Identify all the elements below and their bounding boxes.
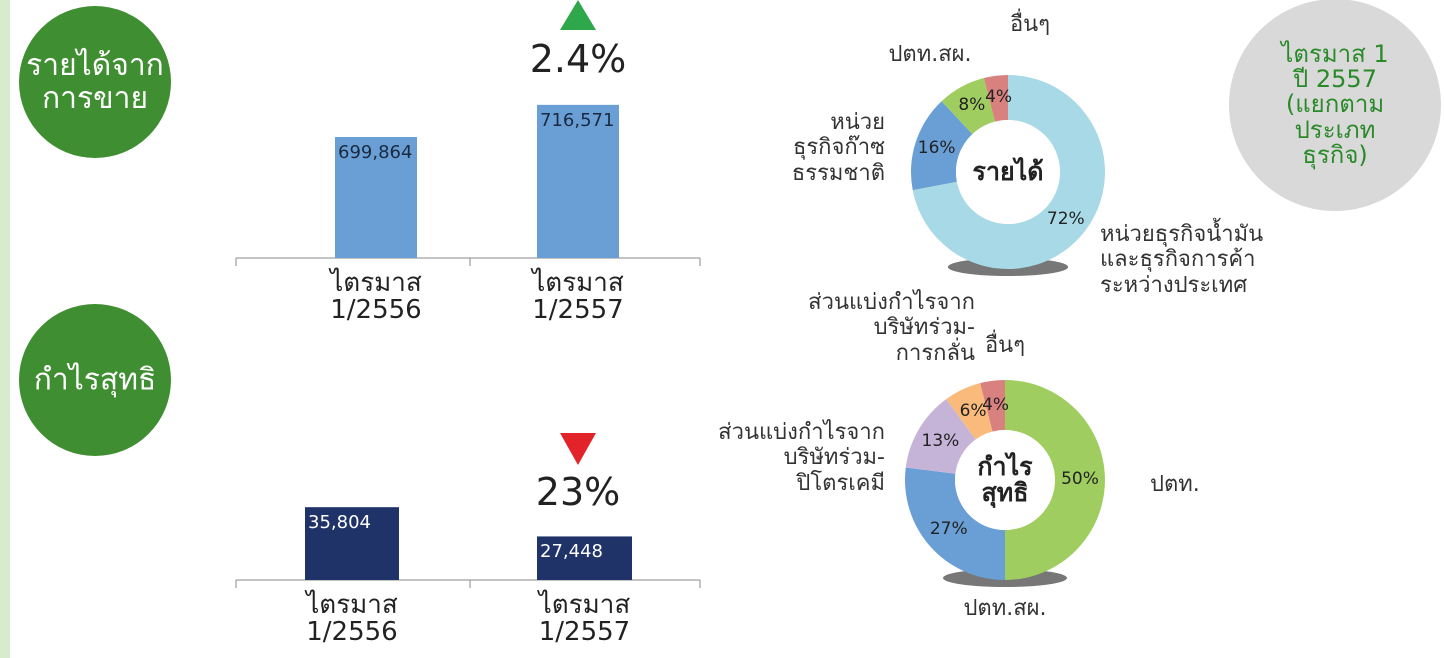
donut-slice: [1005, 380, 1105, 580]
slice-name: อื่นๆ: [984, 333, 1026, 358]
change-label: 23%: [535, 470, 621, 515]
value-label: 72%: [1046, 209, 1085, 230]
slice-name: หน่วยธุรกิจน้ำมัน และธุรกิจการค้า ระหว่า…: [1100, 222, 1264, 298]
value-label: 35,804: [308, 512, 371, 534]
slice-name: ปตท.สผ.: [888, 42, 972, 67]
donut-slice: [910, 101, 973, 191]
donut-slice: [904, 467, 1005, 580]
value-label: 27,448: [540, 541, 603, 563]
side-stripe: [0, 0, 10, 658]
donut-hole: [955, 430, 1055, 530]
bar: [537, 104, 619, 258]
category-label: ไตรมาส 1/2557: [532, 268, 624, 326]
value-label: 16%: [917, 138, 956, 159]
slice-name: ปตท.สผ.: [963, 596, 1047, 621]
value-label: 4%: [982, 394, 1010, 415]
value-label: 8%: [958, 95, 986, 116]
value-label: 13%: [921, 431, 960, 452]
donut-hole: [956, 120, 1060, 224]
value-label: 4%: [985, 86, 1013, 107]
donut-slice: [941, 78, 996, 135]
title-circle: [19, 304, 171, 456]
slice-name: อื่นๆ: [1009, 12, 1051, 37]
slice-name: ส่วนแบ่งกำไรจาก บริษัทร่วม- ปิโตรเคมี: [718, 420, 885, 496]
change-arrow: [560, 0, 596, 30]
section-title: กำไรสุทธิ: [33, 362, 157, 398]
category-label: ไตรมาส 1/2557: [538, 590, 631, 648]
bar: [305, 507, 399, 580]
donut-slice: [912, 75, 1105, 269]
change-label: 2.4%: [529, 37, 627, 82]
bar: [537, 536, 632, 580]
bar: [335, 137, 417, 258]
title-circle: [19, 6, 171, 158]
category-label: ไตรมาส 1/2556: [306, 590, 398, 648]
value-label: 699,864: [338, 142, 413, 163]
donut-slice: [980, 380, 1005, 432]
change-arrow: [560, 433, 596, 465]
donut-title: กำไร สุทธิ: [977, 451, 1033, 507]
value-label: 6%: [959, 401, 987, 422]
slice-name: หน่วย ธุรกิจก๊าซ ธรรมชาติ: [791, 110, 885, 186]
donut-slice: [983, 75, 1008, 122]
slice-name: ปตท.: [1150, 472, 1200, 497]
slice-name: ส่วนแบ่งกำไรจาก บริษัทร่วม- การกลั่น: [808, 290, 975, 366]
note: ไตรมาส 1 ปี 2557 (แยกตามประเภท ธุรกิจ): [1281, 40, 1389, 169]
value-label: 50%: [1061, 469, 1099, 490]
value-label: 716,571: [540, 109, 615, 131]
note-circle: [1229, 0, 1441, 211]
category-label: ไตรมาส 1/2556: [330, 268, 422, 326]
donut-slice: [905, 399, 976, 474]
value-label: 27%: [929, 518, 968, 539]
donut-title: รายได้: [972, 156, 1044, 186]
donut-slice: [946, 383, 993, 440]
section-title: รายได้จาก การขาย: [26, 48, 164, 116]
